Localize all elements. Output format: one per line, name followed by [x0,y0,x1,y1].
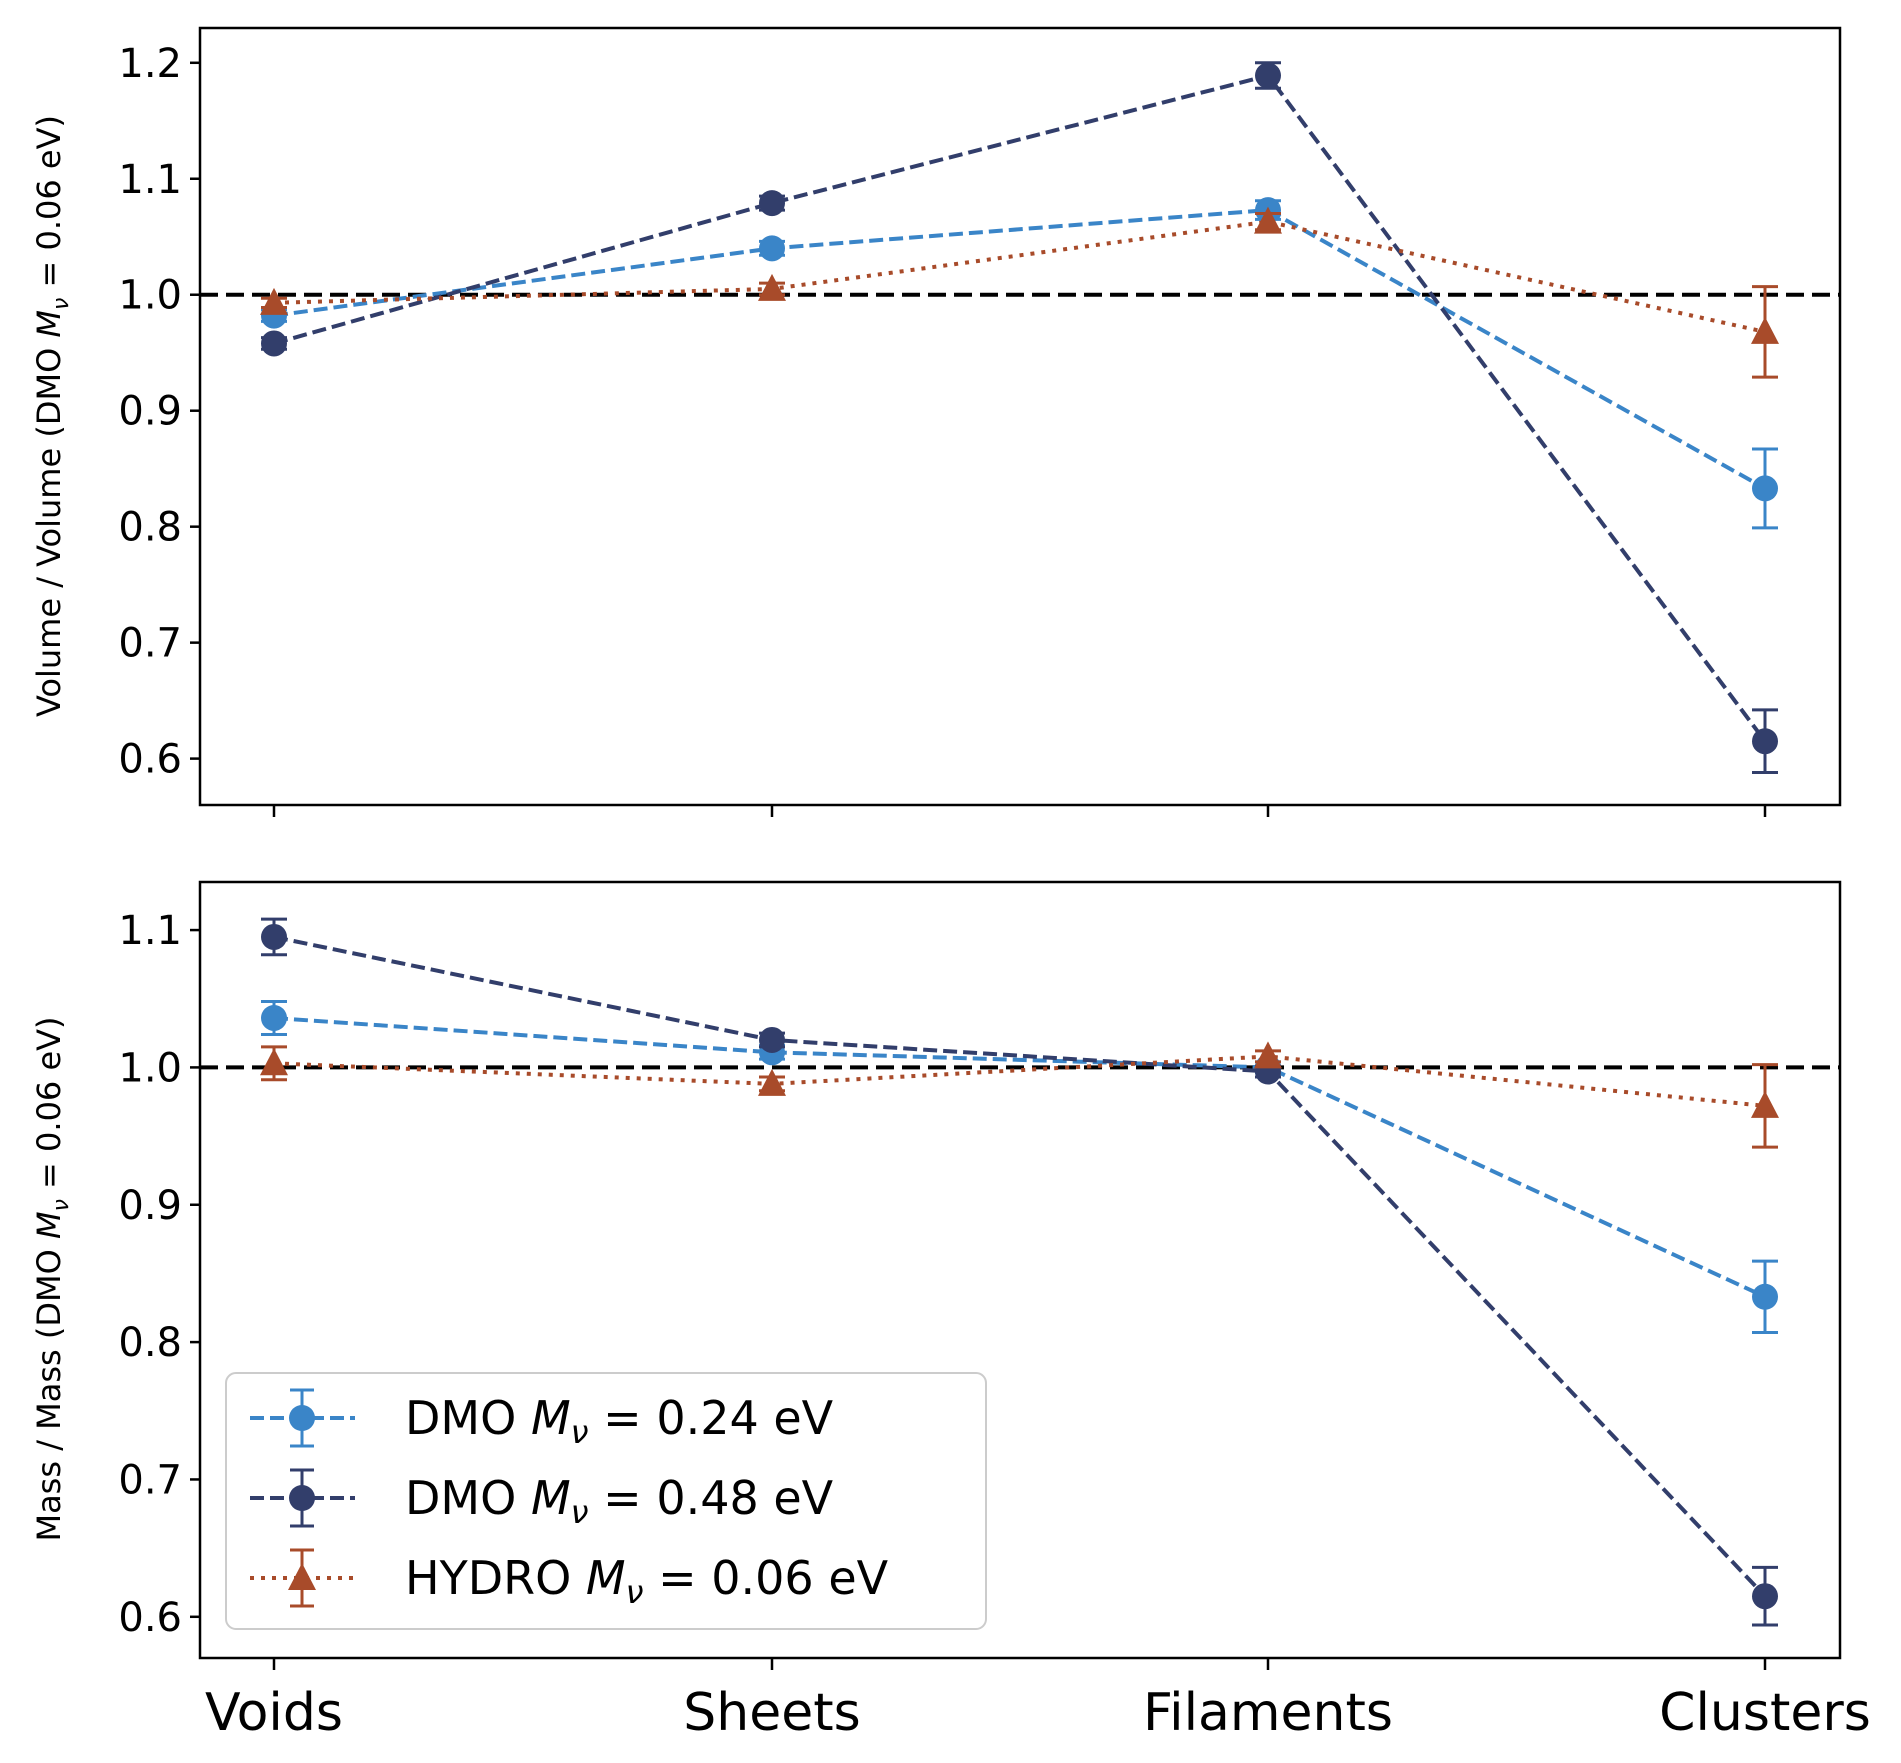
legend-label-dmo-048: DMO Mν = 0.48 eV [405,1471,834,1531]
volume-ytick-label: 0.8 [118,505,182,551]
volume-ytick-label: 1.2 [118,41,182,87]
legend-marker-hydro-006 [288,1563,316,1590]
legend-marker-dmo-048 [289,1485,315,1511]
mass-ytick-label: 0.9 [118,1183,182,1229]
legend-entry-dmo-024: DMO Mν = 0.24 eV [250,1388,834,1451]
volume-marker-dmo-048 [759,190,785,217]
volume-marker-hydro-006 [758,273,786,301]
volume-ytick-label: 0.7 [118,621,182,667]
legend-label-hydro-006: HYDRO Mν = 0.06 eV [405,1551,889,1611]
volume-marker-dmo-048 [1752,728,1778,755]
mass-ytick-label: 1.1 [118,908,182,954]
volume-series-line-dmo-048 [273,73,1767,743]
mass-marker-hydro-006 [260,1048,288,1076]
mass-series-line-dmo-024 [273,1015,1766,1299]
mass-marker-dmo-024 [261,1004,287,1031]
legend-marker-dmo-024 [289,1405,315,1431]
volume-plot-frame [198,26,1842,807]
category-label-clusters: Clusters [1659,1683,1871,1743]
mass-marker-dmo-048 [759,1026,785,1053]
legend: DMO Mν = 0.24 eV DMO Mν = 0.48 eV HYDRO … [225,1372,987,1630]
legend-label-dmo-024: DMO Mν = 0.24 eV [405,1391,834,1451]
volume-ytick-label: 1.0 [118,273,182,319]
mass-marker-dmo-024 [1752,1283,1778,1310]
mass-marker-dmo-048 [261,923,287,950]
mass-marker-hydro-006 [1751,1090,1779,1118]
volume-ratio-axis-label: Volume / Volume (DMO Mν = 0.06 eV) [30,115,74,717]
volume-marker-dmo-048 [1255,62,1281,89]
volume-series-line-dmo-024 [273,208,1766,491]
volume-marker-dmo-024 [1752,475,1778,502]
category-label-filaments: Filaments [1143,1683,1393,1743]
volume-ytick-label: 0.6 [118,737,182,783]
legend-entry-dmo-048: DMO Mν = 0.48 eV [250,1468,834,1531]
category-label-sheets: Sheets [683,1683,860,1743]
volume-marker-hydro-006 [260,287,288,315]
mass-ytick-label: 0.8 [118,1320,182,1366]
volume-marker-dmo-024 [759,235,785,262]
volume-marker-dmo-048 [261,330,287,357]
mass-ytick-label: 0.7 [118,1457,182,1503]
mass-ytick-label: 1.0 [118,1045,182,1091]
mass-marker-hydro-006 [758,1068,786,1096]
mass-marker-hydro-006 [1254,1041,1282,1069]
mass-marker-dmo-048 [1752,1583,1778,1610]
volume-ytick-label: 0.9 [118,389,182,435]
mass-ratio-axis-label: Mass / Mass (DMO Mν = 0.06 eV) [30,1016,74,1541]
mass-plot-frame [198,880,1842,1660]
volume-series-line-hydro-006 [273,219,1766,334]
category-label-voids: Voids [205,1683,343,1743]
mass-series-line-dmo-048 [273,934,1767,1598]
mass-ratio-panel: Mass / Mass (DMO Mν = 0.06 eV) 0.6 0.7 0.8… [30,880,1871,1743]
volume-marker-hydro-006 [1254,206,1282,234]
volume-ratio-panel: Volume / Volume (DMO Mν = 0.06 eV) 0.6 0.… [30,26,1842,817]
legend-entry-hydro-006: HYDRO Mν = 0.06 eV [250,1548,889,1611]
mass-series-line-hydro-006 [273,1054,1766,1108]
volume-marker-hydro-006 [1751,316,1779,344]
mass-ytick-label: 0.6 [118,1595,182,1641]
legend-frame [225,1372,987,1630]
volume-ytick-label: 1.1 [118,157,182,203]
